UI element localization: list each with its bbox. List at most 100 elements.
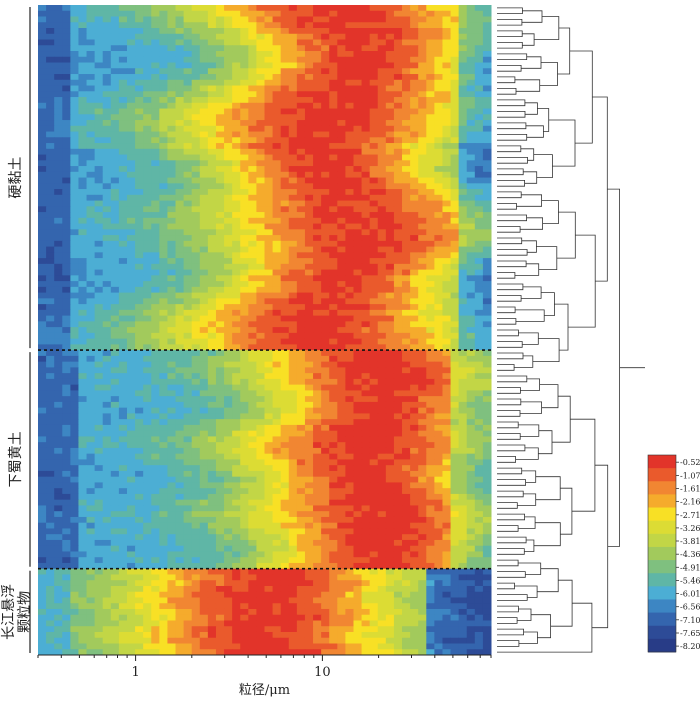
heatmap-cell [474,384,484,391]
heatmap-cell [345,373,354,380]
heatmap-cell [126,442,136,449]
heatmap-cell [385,240,395,248]
heatmap-cell [62,189,71,196]
heatmap-cell [224,275,233,282]
heatmap-cell [296,344,306,351]
heatmap-cell [248,419,257,426]
heatmap-cell [207,361,217,368]
heatmap-cell [426,258,435,265]
heatmap-cell [418,470,427,478]
heatmap-cell [240,505,249,512]
heatmap-cell [143,401,152,409]
heatmap-cell [248,493,257,501]
heatmap-cell [410,511,419,518]
heatmap-cell [402,367,411,374]
heatmap-cell [94,229,104,236]
heatmap-cell [54,275,63,282]
heatmap-cell [458,332,468,340]
heatmap-cell [38,125,47,133]
heatmap-cell [232,85,241,92]
heatmap-cell [402,252,411,259]
heatmap-cell [474,154,484,161]
heatmap-cell [143,91,152,98]
heatmap-cell [224,453,233,460]
heatmap-cell [393,68,403,75]
heatmap-cell [313,252,322,259]
heatmap-cell [458,436,468,443]
heatmap-cell [38,143,47,150]
heatmap-cell [296,74,306,81]
heatmap-cell [393,373,403,380]
heatmap-cell [272,286,282,294]
heatmap-cell [102,28,112,35]
heatmap-cell [240,62,249,69]
heatmap-cell [199,143,209,150]
heatmap-cell [474,79,484,87]
heatmap-cell [207,269,217,276]
heatmap-cell [110,171,120,179]
heatmap-cell [345,45,354,52]
heatmap-cell [385,275,395,282]
heatmap-cell [54,436,63,443]
heatmap-cell [280,16,290,23]
heatmap-cell [442,160,452,167]
heatmap-cell [450,148,460,156]
heatmap-cell [474,499,484,506]
heatmap-cell [474,488,484,495]
heatmap-cell [474,361,484,368]
heatmap-cell [264,206,274,213]
heatmap-cell [402,286,411,294]
heatmap-cell [296,217,306,225]
heatmap-cell [183,85,193,92]
heatmap-cell [264,442,274,449]
heatmap-cell [337,505,346,512]
heatmap-cell [70,407,79,414]
heatmap-cell [377,108,387,115]
heatmap-cell [199,189,209,196]
heatmap-cell [458,344,468,351]
heatmap-cell [191,33,201,41]
heatmap-cell [393,171,403,179]
heatmap-cell [135,361,144,368]
heatmap-cell [256,355,265,363]
heatmap-cell [296,361,306,368]
heatmap-cell [94,252,104,259]
heatmap-cell [94,442,104,449]
heatmap-cell [313,292,322,299]
heatmap-cell [321,442,330,449]
heatmap-cell [151,56,160,64]
heatmap-cell [385,378,395,386]
heatmap-cell [361,194,371,202]
heatmap-cell [143,56,152,64]
heatmap-cell [175,470,185,478]
heatmap-cell [313,51,322,58]
heatmap-cell [458,45,468,52]
heatmap-cell [458,384,468,391]
heatmap-cell [70,102,79,110]
heatmap-cell [361,361,371,368]
heatmap-cell [442,200,452,207]
heatmap-cell [240,309,249,317]
heatmap-cell [418,51,427,58]
heatmap-cell [272,396,282,403]
heatmap-cell [224,332,233,340]
heatmap-cell [482,79,492,87]
heatmap-cell [466,217,476,225]
heatmap-cell [337,442,346,449]
heatmap-cell [207,148,217,156]
heatmap-cell [183,424,193,432]
heatmap-cell [110,148,120,156]
heatmap-cell [474,62,484,69]
heatmap-cell [418,453,427,460]
heatmap-cell [62,355,71,363]
heatmap-cell [256,304,265,311]
heatmap-cell [110,436,120,443]
heatmap-cell [353,85,363,92]
heatmap-cell [410,401,419,409]
heatmap-cell [321,85,330,92]
heatmap-cell [175,240,185,248]
heatmap-cell [272,355,282,363]
heatmap-cell [191,442,201,449]
heatmap-cell [337,378,346,386]
heatmap-cell [296,470,306,478]
